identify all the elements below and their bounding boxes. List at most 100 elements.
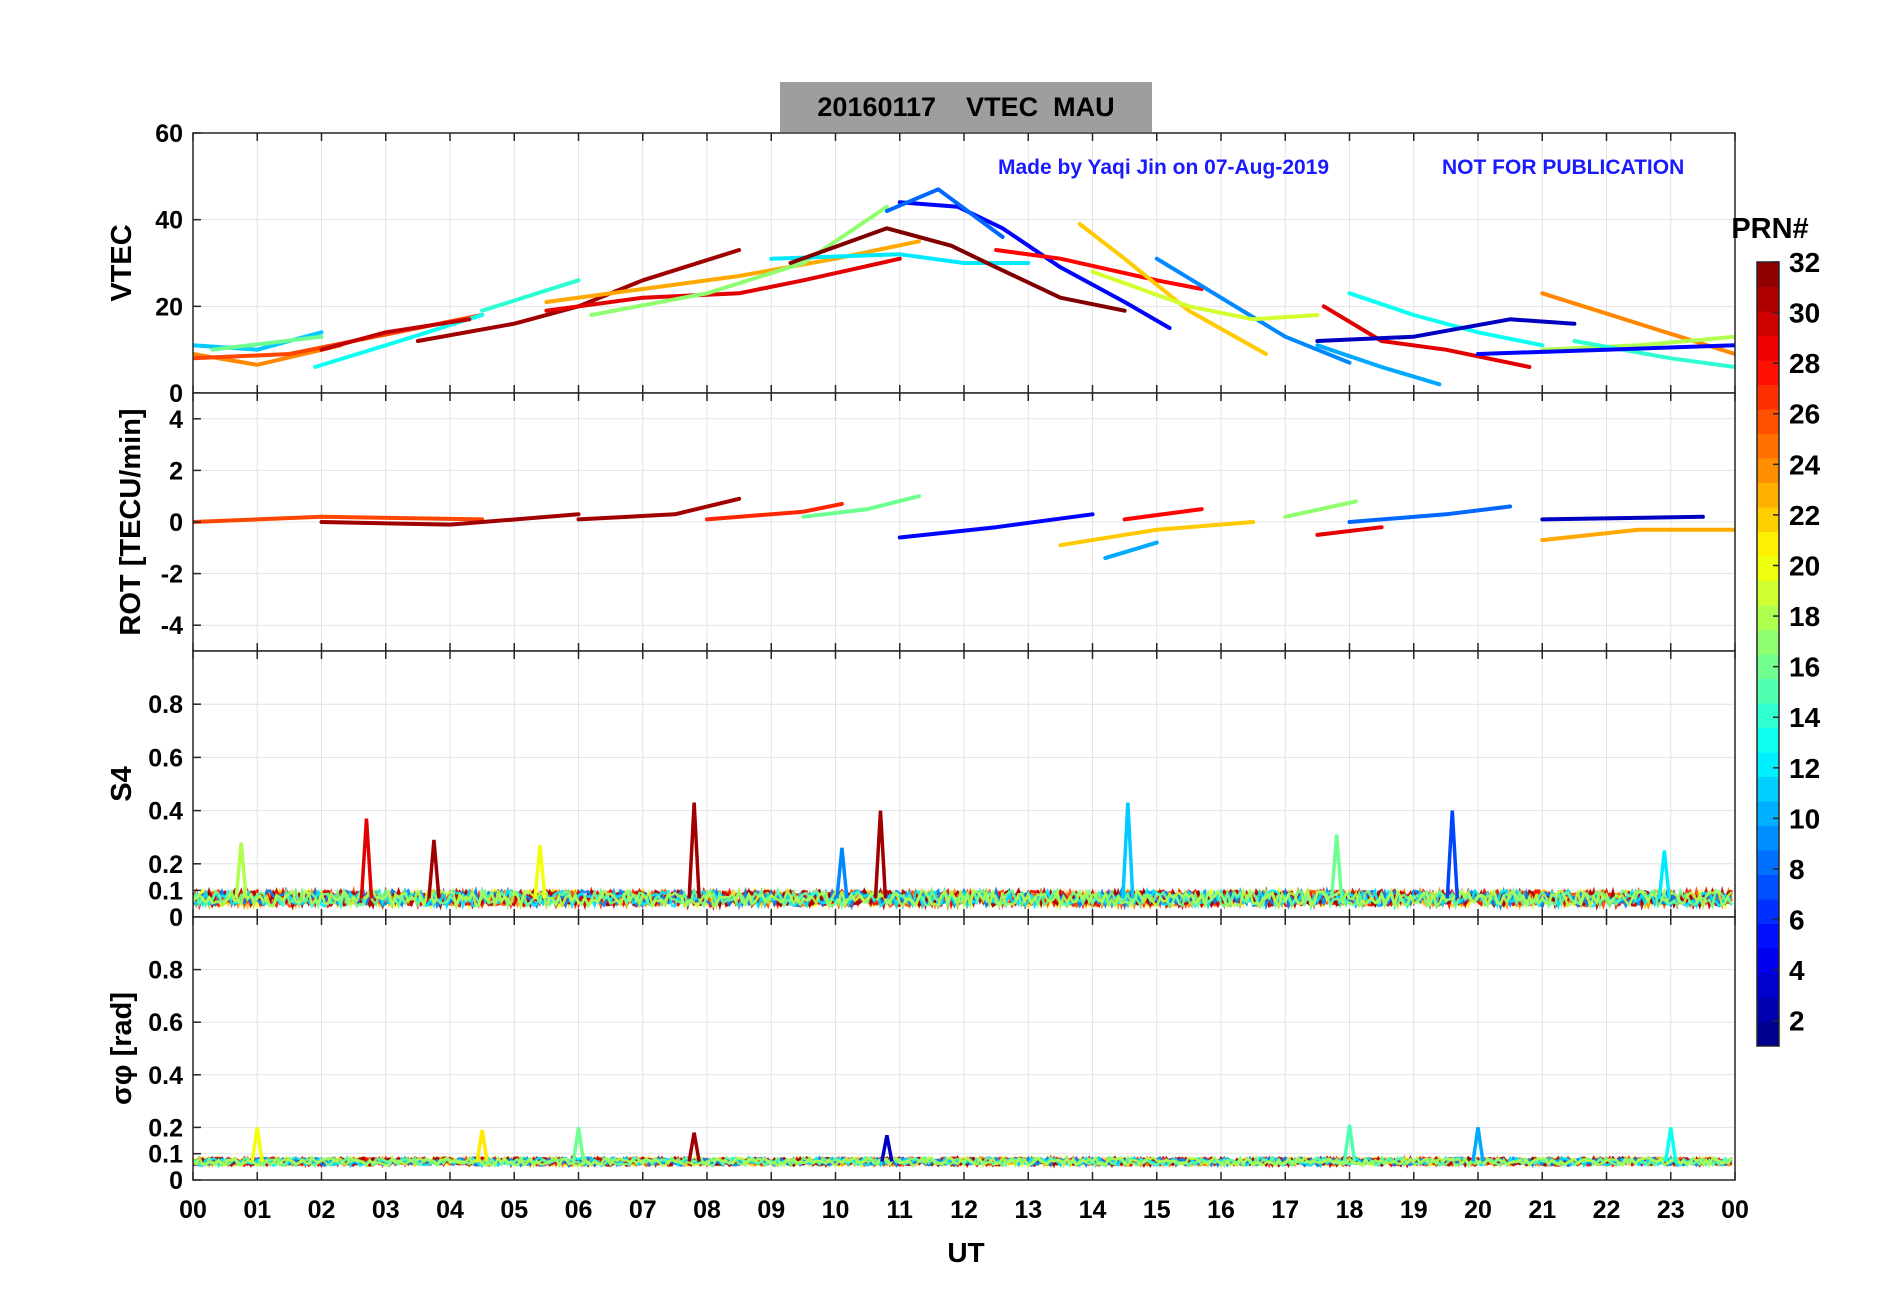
colorbar-tick-label: 2 (1789, 1006, 1805, 1037)
series-line-prn-29 (544, 256, 902, 313)
x-tick-label: 00 (179, 1196, 207, 1224)
x-tick-label: 18 (1336, 1196, 1364, 1224)
x-tick-label: 00 (1721, 1196, 1749, 1224)
spike-prn-16 (571, 1127, 586, 1162)
x-tick-labels: 00 01 02 03 04 05 06 07 08 09 10 11 12 13 14 15 16 17 18 19… (179, 1196, 1749, 1224)
panel-rot: -4 -2 0 2 4 ROT [TECU/min] (115, 392, 1736, 652)
y-tick-label: 0 (169, 509, 183, 537)
colorbar-segment (1757, 825, 1779, 851)
colorbar-segment (1757, 286, 1779, 312)
series-group (193, 802, 1733, 912)
y-tick-label: 0.4 (148, 1062, 183, 1090)
y-tick-label: -4 (161, 612, 183, 640)
publication-notice: NOT FOR PUBLICATION (1442, 156, 1685, 179)
y-tick-label: 0 (169, 904, 183, 932)
x-tick-label: 23 (1657, 1196, 1685, 1224)
x-tick-label: 13 (1014, 1196, 1042, 1224)
colorbar-segment (1757, 850, 1779, 875)
x-tick-label: 14 (1079, 1196, 1107, 1224)
series-line-prn-23 (544, 239, 921, 304)
series-line-prn-18 (1540, 334, 1735, 352)
spike-prn-7 (1445, 810, 1460, 899)
y-tick-label: 4 (169, 406, 183, 434)
colorbar-segment (1757, 531, 1779, 557)
series-line-prn-16 (210, 334, 324, 352)
series-line-prn-26 (193, 514, 485, 524)
colorbar-segment (1757, 360, 1779, 385)
colorbar-segment (1757, 629, 1779, 655)
spike-prn-9 (835, 847, 849, 899)
y-tick-label: 0 (169, 1167, 183, 1195)
title-quantity: VTEC (966, 91, 1039, 122)
series-line-prn-22 (1058, 520, 1256, 548)
y-tick-label: 0.4 (148, 798, 183, 826)
colorbar-segment (1757, 311, 1779, 336)
colorbar-tick-label: 8 (1789, 854, 1805, 885)
y-tick-label: 40 (155, 207, 183, 235)
x-tick-label: 09 (757, 1196, 785, 1224)
series-line-prn-14 (1572, 339, 1735, 369)
spike-prn-15 (1342, 1124, 1357, 1162)
colorbar-tick-label: 24 (1789, 449, 1821, 480)
y-axis-label: ROT [TECU/min] (115, 408, 147, 635)
y-tick-label: 0.8 (148, 691, 183, 719)
series-group (193, 187, 1735, 387)
x-tick-label: 21 (1528, 1196, 1556, 1224)
spike-prn-13 (1664, 1127, 1678, 1162)
series-line-prn-17 (1283, 499, 1358, 519)
panel-sigma_phi: 00.10.2 0.4 0.6 0.8 σφ [rad] (106, 916, 1736, 1195)
x-tick-label: 12 (950, 1196, 978, 1224)
panel-s4: 00.10.2 0.4 0.6 0.8 S4 (106, 650, 1736, 932)
y-tick-label: 60 (155, 120, 183, 148)
y-tick-label: 0.8 (148, 957, 183, 985)
colorbar-segment (1757, 776, 1779, 802)
colorbar-tick-label: 10 (1789, 803, 1820, 834)
y-tick-label: 0.1 (148, 1141, 183, 1169)
colorbar-tick-label: 6 (1789, 905, 1805, 936)
x-tick-label: 17 (1271, 1196, 1299, 1224)
noise-line-prn-18 (193, 886, 1733, 912)
series-line-prn-5 (897, 200, 1172, 330)
series-line-prn-32 (788, 226, 1127, 313)
series-line-prn-31 (576, 496, 742, 522)
noise-line-prn-18 (193, 1154, 1733, 1169)
spike-prn-31 (427, 839, 441, 899)
series-line-prn-13 (313, 313, 485, 369)
y-axis-label: VTEC (106, 224, 138, 301)
colorbar-tick-label: 4 (1789, 955, 1805, 986)
title-date: 20160117 (817, 91, 937, 122)
colorbar-label: PRN# (1731, 213, 1808, 245)
spike-prn-20 (250, 1127, 264, 1162)
series-line-prn-19 (1090, 269, 1320, 322)
colorbar-tick-label: 32 (1789, 247, 1820, 278)
series-line-prn-5 (1476, 343, 1735, 356)
colorbar-tick-label: 14 (1789, 702, 1821, 733)
x-tick-label: 19 (1400, 1196, 1428, 1224)
series-line-prn-13 (1347, 291, 1545, 348)
series-line-prn-3 (1540, 514, 1705, 522)
y-axis-label: S4 (106, 766, 138, 801)
colorbar-segment (1757, 948, 1779, 973)
y-tick-label: 0.6 (148, 1009, 183, 1037)
spike-prn-11 (1121, 802, 1135, 899)
series-line-prn-29 (1321, 304, 1532, 369)
spike-prn-31 (873, 810, 888, 899)
series-line-prn-8 (884, 187, 1005, 239)
colorbar-frame (1756, 261, 1780, 1047)
spike-prn-10 (1471, 1127, 1485, 1162)
spike-prn-12 (1657, 850, 1672, 899)
title-station: MAU (1053, 91, 1115, 122)
x-tick-label: 07 (629, 1196, 657, 1224)
x-tick-label: 22 (1593, 1196, 1621, 1224)
colorbar-segment (1757, 605, 1779, 630)
series-line-prn-22 (1077, 222, 1268, 356)
colorbar-segment (1757, 801, 1779, 826)
series-line-prn-10 (1103, 540, 1159, 561)
colorbar-tick-label: 16 (1789, 652, 1820, 683)
colorbar-segment (1757, 458, 1779, 483)
colorbar-segment (1757, 874, 1779, 900)
series-line-prn-9 (1154, 256, 1352, 365)
spike-prn-21 (475, 1129, 489, 1162)
